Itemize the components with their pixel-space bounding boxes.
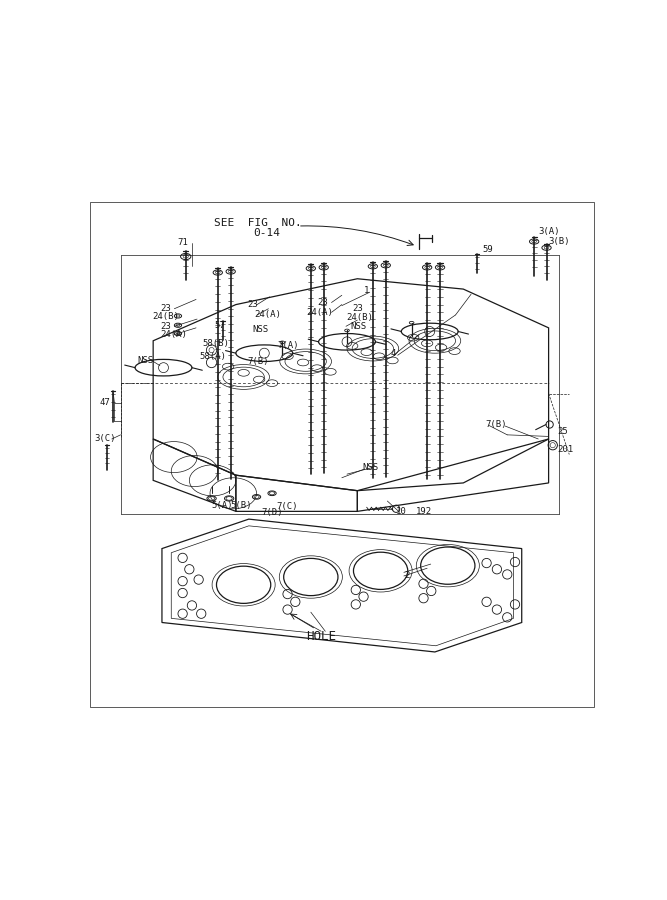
Text: HOLE: HOLE [306, 630, 336, 643]
Text: 7(B): 7(B) [247, 357, 269, 366]
Text: 3(C): 3(C) [94, 435, 116, 444]
Text: 24(A): 24(A) [254, 310, 281, 320]
Text: 7(B): 7(B) [486, 420, 507, 429]
Text: 7(D): 7(D) [261, 508, 283, 517]
Text: 2: 2 [404, 572, 410, 580]
Text: 59: 59 [482, 245, 493, 254]
Text: 24(B): 24(B) [153, 312, 179, 321]
Text: 3(B): 3(B) [549, 237, 570, 246]
Text: 7(A): 7(A) [277, 341, 299, 350]
Text: 57: 57 [215, 320, 225, 329]
Text: 23: 23 [247, 300, 259, 309]
Text: 5(A): 5(A) [211, 500, 233, 509]
Text: 4: 4 [391, 348, 396, 357]
Text: NSS: NSS [363, 463, 379, 472]
Text: 5(B): 5(B) [231, 500, 252, 509]
Text: 23: 23 [352, 304, 363, 313]
Text: 58(B): 58(B) [202, 339, 229, 348]
Text: 192: 192 [416, 507, 432, 516]
Text: 24(B): 24(B) [346, 313, 373, 322]
Text: 0-14: 0-14 [253, 229, 280, 238]
Text: 71: 71 [177, 238, 188, 248]
Text: 24(A): 24(A) [307, 308, 334, 317]
Text: 23: 23 [160, 322, 171, 331]
Text: 3(A): 3(A) [538, 227, 560, 236]
Text: NSS: NSS [137, 356, 153, 364]
Text: 23: 23 [317, 298, 327, 307]
Text: 10: 10 [396, 507, 407, 516]
Text: 24(A): 24(A) [160, 330, 187, 339]
Text: 7(C): 7(C) [277, 501, 298, 510]
Text: SEE  FIG  NO.: SEE FIG NO. [214, 218, 302, 228]
Text: 1: 1 [364, 285, 370, 294]
Text: 23: 23 [160, 304, 171, 313]
Text: NSS: NSS [252, 325, 268, 334]
Text: 25: 25 [557, 427, 568, 436]
Text: NSS: NSS [350, 322, 366, 331]
Text: 58(A): 58(A) [199, 352, 227, 361]
Text: 201: 201 [557, 445, 573, 454]
Text: 47: 47 [99, 399, 111, 408]
